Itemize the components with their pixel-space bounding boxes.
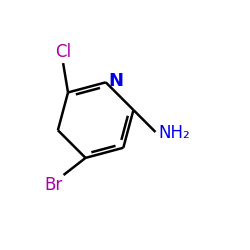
- Text: Br: Br: [44, 176, 62, 194]
- Text: NH₂: NH₂: [158, 124, 190, 142]
- Text: N: N: [109, 72, 124, 90]
- Text: Cl: Cl: [55, 43, 71, 61]
